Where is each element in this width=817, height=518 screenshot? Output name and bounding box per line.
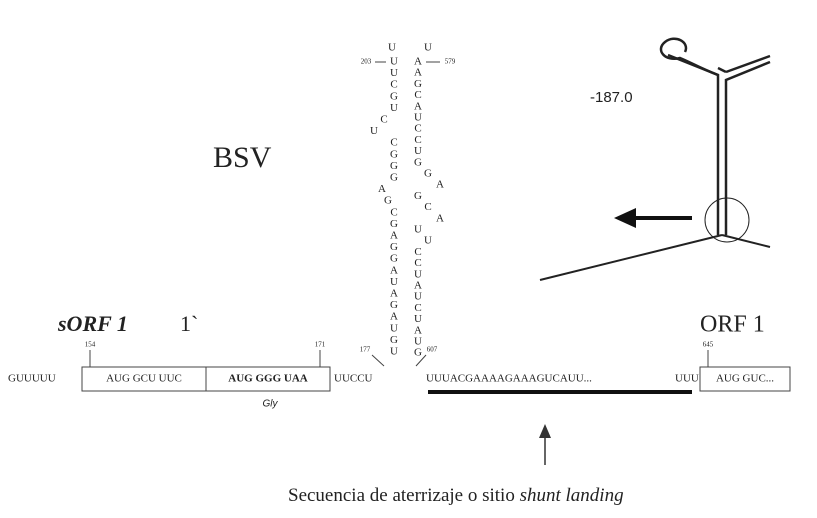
nucleotide: U [388, 42, 396, 54]
seq-lead: GUUUUU [8, 373, 56, 385]
nucleotide: U [390, 67, 398, 79]
nucleotide: C [414, 123, 421, 135]
pos-tick [415, 354, 427, 367]
nucleotide: U [424, 235, 432, 247]
nucleotide: A [390, 264, 398, 276]
nucleotide: G [424, 168, 432, 180]
nucleotide: G [390, 90, 398, 102]
nucleotide: U [390, 346, 398, 358]
box [699, 366, 791, 392]
pos: 579 [445, 58, 456, 66]
nucleotide: C [390, 137, 397, 149]
arrow-head [614, 208, 636, 228]
nucleotide: U [414, 112, 422, 124]
pos: 171 [315, 341, 326, 349]
nucleotide: A [390, 288, 398, 300]
box [205, 366, 331, 392]
caption: Secuencia de aterrizaje o sitio shunt la… [288, 485, 624, 506]
nucleotide: G [414, 190, 422, 202]
nucleotide: A [414, 100, 422, 112]
nucleotide: U [390, 276, 398, 288]
nucleotide: A [436, 179, 444, 191]
pos: 203 [361, 58, 372, 66]
pos-tick [371, 354, 385, 367]
sorf-label: sORF 1 [57, 311, 128, 336]
nucleotide: G [390, 299, 398, 311]
nucleotide: A [390, 311, 398, 323]
caption-main: Secuencia de aterrizaje o sitio [288, 485, 515, 506]
seq-orf-box: AUG GUC... [716, 373, 774, 385]
nucleotide: G [384, 195, 392, 207]
seq-landing: UUUACGAAAAGAAAGUCAUU... [426, 373, 592, 385]
nucleotide: C [414, 302, 421, 314]
nucleotide: C [380, 114, 387, 126]
nucleotide: U [414, 268, 422, 280]
nucleotide: A [414, 67, 422, 79]
nucleotide: U [390, 56, 398, 68]
nucleotide: A [414, 324, 422, 336]
nucleotide: C [414, 134, 421, 146]
nucleotide: U [414, 145, 422, 157]
nucleotide: G [390, 241, 398, 253]
seq-pre-orf: UUU [675, 373, 699, 385]
nucleotide: A [436, 212, 444, 224]
nucleotide: C [414, 89, 421, 101]
nucleotide: U [370, 125, 378, 137]
nucleotide: G [414, 156, 422, 168]
nucleotide: U [414, 224, 422, 236]
seq-box1: AUG GCU UUC [106, 373, 182, 385]
pos: 607 [427, 346, 438, 354]
nucleotide: C [390, 206, 397, 218]
bsv-label: BSV [213, 141, 272, 174]
pos: 177 [360, 346, 371, 354]
pos: 154 [85, 341, 96, 349]
nucleotide: C [414, 257, 421, 269]
orf-label: ORF 1 [700, 312, 765, 338]
nucleotide: G [414, 78, 422, 90]
nucleotide: A [378, 183, 386, 195]
nucleotide: C [424, 201, 431, 213]
energy-label: -187.0 [590, 89, 633, 106]
nucleotide: A [390, 230, 398, 242]
nucleotide: G [390, 334, 398, 346]
nucleotide: G [390, 160, 398, 172]
nucleotide: A [414, 280, 422, 292]
caption-italic: shunt landing [520, 485, 624, 506]
seq-box2: AUG GGG UAA [228, 373, 308, 385]
gly-label: Gly [263, 399, 279, 410]
nucleotide: U [390, 322, 398, 334]
nucleotide: U [414, 313, 422, 325]
nucleotide: C [414, 246, 421, 258]
nucleotide: G [390, 253, 398, 265]
nucleotide: G [390, 218, 398, 230]
nucleotide: U [424, 42, 432, 54]
nucleotide: U [414, 291, 422, 303]
secondary-structure [539, 37, 771, 281]
sorf-prime: 1` [180, 311, 198, 336]
nucleotide: G [414, 347, 422, 359]
nucleotide: U [390, 102, 398, 114]
arrow-head [539, 424, 551, 438]
seq-spacer: UUCCU [334, 373, 373, 385]
nucleotide: A [414, 56, 422, 68]
pos: 645 [703, 341, 714, 349]
nucleotide: G [390, 148, 398, 160]
nucleotide: G [390, 172, 398, 184]
nucleotide: C [390, 79, 397, 91]
nucleotide: U [414, 336, 422, 348]
